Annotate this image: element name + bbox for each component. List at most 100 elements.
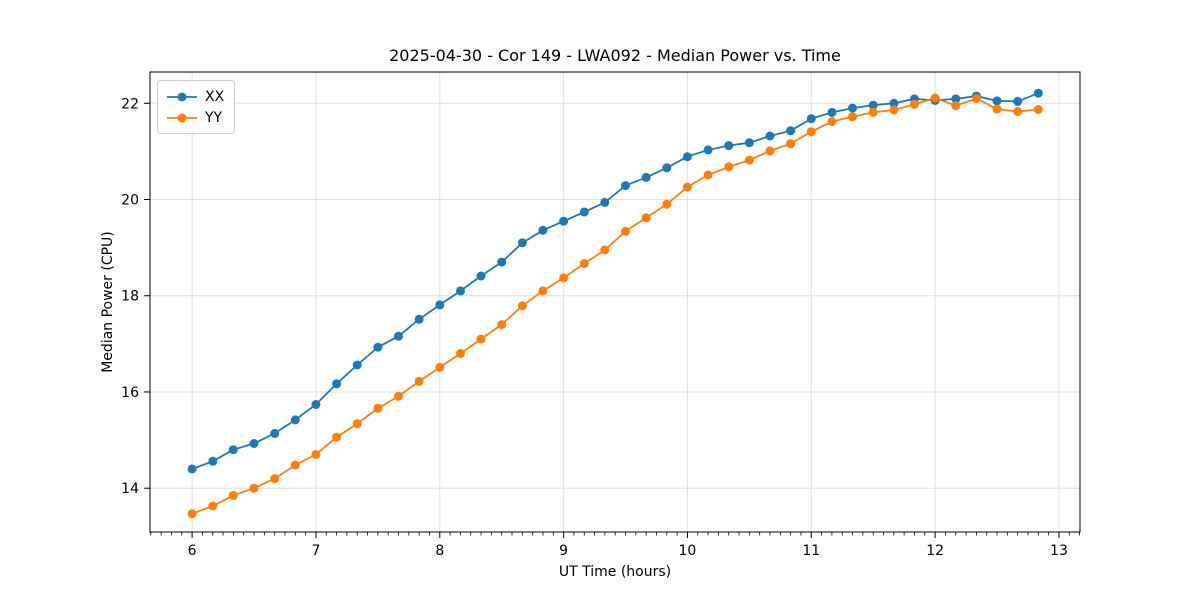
series-xx-point-11 <box>414 314 424 324</box>
x-tick-label-13: 13 <box>1050 543 1068 559</box>
series-xx-point-22 <box>641 172 651 182</box>
x-axis-label: UT Time (hours) <box>558 564 672 580</box>
series-yy-point-15 <box>497 320 507 330</box>
x-tick-label-9: 9 <box>559 543 568 559</box>
series-yy-point-7 <box>332 432 342 442</box>
legend-marker-yy-icon <box>167 113 197 122</box>
series-xx-point-13 <box>456 286 465 296</box>
series-xx-point-28 <box>765 131 775 141</box>
series-xx-point-41 <box>1033 88 1043 98</box>
series-xx-point-40 <box>1013 96 1023 106</box>
series-xx-point-5 <box>290 415 300 425</box>
series-xx-point-25 <box>703 145 713 155</box>
series-xx-point-9 <box>373 342 383 352</box>
series-xx-point-33 <box>868 100 878 110</box>
series-yy-point-8 <box>352 419 362 429</box>
series-yy-point-36 <box>930 93 940 103</box>
series-yy-point-35 <box>909 99 919 109</box>
series-yy-point-38 <box>971 94 981 103</box>
series-xx-point-14 <box>476 271 486 281</box>
series-xx-point-2 <box>228 445 238 455</box>
series-yy-point-17 <box>538 286 548 296</box>
series-xx-point-29 <box>786 126 796 136</box>
series-yy-point-18 <box>559 273 569 283</box>
series-xx-point-7 <box>332 379 342 389</box>
series-xx-point-19 <box>579 207 589 217</box>
legend-dot-sample <box>177 92 187 101</box>
series-yy-point-25 <box>703 170 713 180</box>
legend-dot-sample <box>177 113 187 122</box>
series-yy-point-12 <box>435 362 445 372</box>
x-tick-label-10: 10 <box>679 543 697 559</box>
series-yy-point-16 <box>517 301 527 311</box>
series-yy-point-14 <box>476 334 486 344</box>
series-yy-point-9 <box>373 403 383 413</box>
series-xx-point-30 <box>806 114 816 124</box>
series-yy-point-28 <box>765 146 775 156</box>
series-yy-point-6 <box>311 450 321 459</box>
series-xx-point-21 <box>621 181 630 191</box>
series-xx-point-3 <box>249 439 259 448</box>
series-yy-point-26 <box>724 162 734 172</box>
series-yy-point-32 <box>848 112 857 122</box>
y-tick-label-22: 22 <box>121 96 139 112</box>
series-xx-point-34 <box>889 98 899 108</box>
series-xx-point-12 <box>435 300 445 310</box>
series-yy-point-21 <box>621 226 630 236</box>
series-yy-point-2 <box>228 490 238 500</box>
series-yy-point-4 <box>270 474 280 484</box>
series-xx-point-32 <box>848 103 857 113</box>
series-line-xx <box>191 92 1039 470</box>
series-xx-point-23 <box>662 163 672 173</box>
y-tick-label-14: 14 <box>121 481 139 497</box>
series-yy-point-11 <box>414 376 424 386</box>
series-yy-point-34 <box>889 105 899 115</box>
x-tick-label-12: 12 <box>926 543 944 559</box>
x-tick-label-6: 6 <box>188 543 197 559</box>
series-yy-point-3 <box>249 483 259 493</box>
series-yy-point-24 <box>682 182 692 192</box>
series-yy-point-30 <box>806 127 816 137</box>
legend: XX YY <box>157 80 236 134</box>
series-yy-point-27 <box>744 155 754 165</box>
series-yy-point-13 <box>456 349 465 358</box>
series-yy-point-33 <box>868 107 878 117</box>
y-tick-label-18: 18 <box>121 289 139 305</box>
chart-title: 2025-04-30 - Cor 149 - LWA092 - Median P… <box>389 46 841 65</box>
series-yy-point-39 <box>992 104 1002 114</box>
series-xx-point-37 <box>951 94 961 104</box>
series-xx-point-15 <box>497 257 507 267</box>
series-xx-point-24 <box>682 152 692 162</box>
series-xx-point-27 <box>744 138 754 148</box>
plot-frame <box>149 71 1081 533</box>
series-xx-point-1 <box>208 456 218 466</box>
series-xx-point-18 <box>559 216 569 226</box>
legend-label-yy: YY <box>205 109 223 126</box>
series-xx-point-6 <box>311 400 321 409</box>
series-yy-point-10 <box>394 391 403 401</box>
series-yy-point-41 <box>1033 105 1043 114</box>
series-yy-point-23 <box>662 199 672 209</box>
legend-item-yy: YY <box>166 107 224 128</box>
series-xx-point-31 <box>827 107 837 117</box>
y-tick-label-20: 20 <box>121 193 139 209</box>
series-yy-point-1 <box>208 501 218 511</box>
series-yy-point-31 <box>827 117 837 127</box>
series-xx-point-26 <box>724 141 734 151</box>
x-tick-label-7: 7 <box>311 543 320 559</box>
series-yy-point-22 <box>641 213 651 223</box>
legend-label-xx: XX <box>205 88 225 105</box>
legend-marker-xx-icon <box>167 92 197 101</box>
series-yy-point-40 <box>1013 107 1023 116</box>
series-xx-point-17 <box>538 225 548 235</box>
x-tick-label-8: 8 <box>435 543 444 559</box>
series-yy-point-20 <box>600 245 610 255</box>
series-yy-point-19 <box>579 259 589 268</box>
series-yy-point-29 <box>786 139 796 149</box>
series-yy-point-37 <box>951 101 961 111</box>
y-axis-label: Median Power (CPU) <box>100 231 116 373</box>
series-xx-point-8 <box>352 360 362 370</box>
series-xx-point-39 <box>992 96 1002 106</box>
legend-item-xx: XX <box>166 86 224 107</box>
